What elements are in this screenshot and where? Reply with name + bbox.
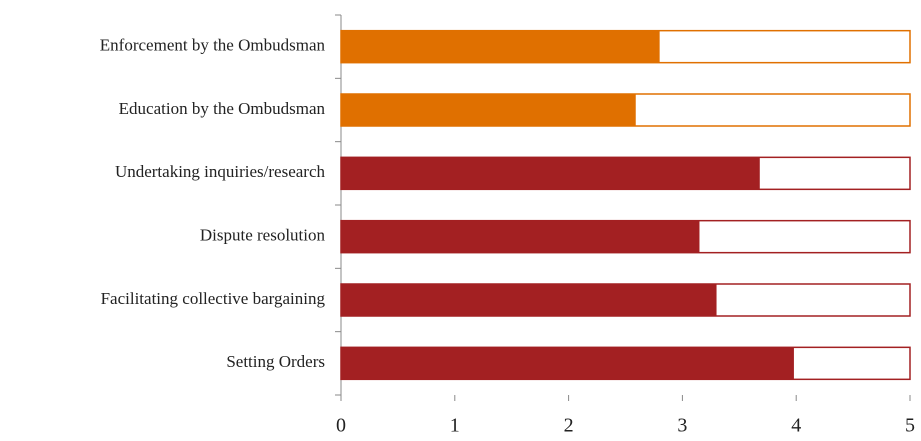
x-tick-label: 0: [336, 415, 346, 437]
y-tick-label: Dispute resolution: [200, 226, 326, 245]
y-tick-label: Education by the Ombudsman: [119, 99, 326, 118]
x-tick-label: 4: [791, 415, 801, 437]
bar: [341, 284, 717, 316]
y-tick-label: Enforcement by the Ombudsman: [100, 36, 326, 55]
bar: [341, 157, 760, 190]
y-tick-label: Facilitating collective bargaining: [101, 289, 326, 308]
y-tick-label: Setting Orders: [226, 352, 325, 371]
bar: [341, 30, 660, 63]
y-tick-label: Undertaking inquiries/research: [115, 162, 326, 181]
x-tick-label: 2: [564, 415, 574, 437]
x-tick-label: 3: [677, 415, 687, 437]
x-tick-label: 5: [905, 415, 915, 437]
bar: [341, 94, 636, 126]
x-tick-label: 1: [450, 415, 460, 437]
bar: [341, 347, 794, 380]
bar: [341, 220, 700, 253]
